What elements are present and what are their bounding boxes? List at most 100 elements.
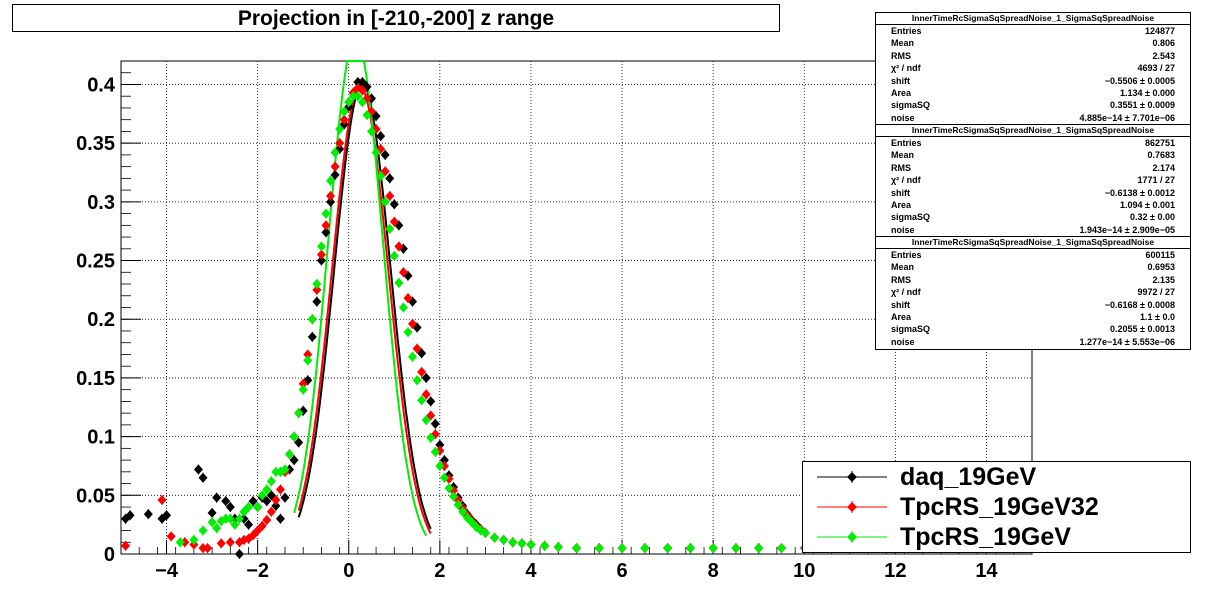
data-point xyxy=(307,314,317,325)
data-point xyxy=(321,220,331,231)
stats-row: sigmaSQ 0.3551 ± 0.0009 xyxy=(876,99,1190,111)
stats-row: Entries 600115 xyxy=(876,249,1190,261)
data-point xyxy=(193,464,203,475)
stats-row-value: −0.6138 ± 0.0012 xyxy=(1104,187,1175,198)
stats-row-name: Area xyxy=(891,87,912,98)
data-point xyxy=(517,538,527,549)
data-point xyxy=(398,267,408,278)
data-point xyxy=(594,543,604,554)
stats-row-value: 862751 xyxy=(1144,138,1175,148)
data-point xyxy=(330,161,340,172)
tick-labels: −4 −2 0 2 4 6 8 10 12 14 0 0.05 0.1 0.15 0.2 0.25 0.3 0.3… xyxy=(76,74,998,582)
stats-row: Mean 0.7683 xyxy=(876,149,1190,161)
data-point xyxy=(663,543,673,554)
x-tick-label: 4 xyxy=(525,560,537,582)
data-point xyxy=(389,216,399,227)
y-tick-label: 0.25 xyxy=(76,251,115,273)
data-point xyxy=(731,543,741,554)
stats-row-name: χ² / ndf xyxy=(891,63,921,74)
data-point xyxy=(640,543,650,554)
data-point xyxy=(776,543,786,554)
data-point xyxy=(175,537,185,548)
data-point xyxy=(266,506,276,517)
data-point xyxy=(326,190,336,201)
data-point xyxy=(389,199,399,210)
y-tick-label: 0.15 xyxy=(76,368,115,390)
data-point xyxy=(326,196,336,207)
data-point xyxy=(362,109,372,120)
data-point xyxy=(453,499,463,510)
y-tick-label: 0.35 xyxy=(76,133,115,155)
stats-row: noise 4.885e−14 ± 7.701e−06 xyxy=(876,112,1190,124)
data-point xyxy=(458,506,468,517)
data-point xyxy=(198,472,208,483)
stats-title: InnerTimeRcSigmaSqSpreadNoise_1_SigmaSqS… xyxy=(876,237,1190,249)
stats-row-value: −0.5506 ± 0.0005 xyxy=(1104,75,1175,86)
legend-marker xyxy=(817,471,887,483)
data-point xyxy=(353,91,363,102)
stats-row: shift −0.5506 ± 0.0005 xyxy=(876,75,1190,87)
data-point xyxy=(312,296,322,307)
stats-row: noise 1.277e−14 ± 5.553e−06 xyxy=(876,336,1190,348)
fit-curve xyxy=(293,60,428,537)
data-point xyxy=(367,126,377,137)
series-daq_19GeV xyxy=(121,77,809,559)
data-point xyxy=(490,532,500,543)
stats-row-value: 1.943e−14 ± 2.909e−05 xyxy=(1079,224,1175,235)
data-point xyxy=(280,464,290,475)
data-point xyxy=(357,85,367,96)
stats-row-value: 1771 / 27 xyxy=(1137,175,1175,186)
data-point xyxy=(376,171,386,182)
stats-row-value: 9972 / 27 xyxy=(1137,287,1175,298)
stats-row: Area 1.134 ± 0.000 xyxy=(876,87,1190,99)
stats-row: Entries 862751 xyxy=(876,137,1190,149)
data-point xyxy=(426,432,436,443)
data-point xyxy=(285,449,295,460)
data-point xyxy=(234,549,244,559)
data-point xyxy=(298,378,308,389)
data-point xyxy=(289,431,299,442)
data-point xyxy=(303,349,313,360)
data-point xyxy=(316,255,326,266)
data-point xyxy=(203,543,213,554)
data-point xyxy=(330,147,340,158)
legend-marker xyxy=(817,531,887,543)
x-tick-label: 10 xyxy=(793,560,815,582)
data-point xyxy=(262,496,272,507)
data-point xyxy=(257,520,267,531)
data-point xyxy=(685,543,695,554)
stats-row-value: 0.806 xyxy=(1152,38,1175,49)
stats-row: Mean 0.806 xyxy=(876,37,1190,49)
stats-row-value: 4693 / 27 xyxy=(1137,63,1175,74)
x-tick-label: 6 xyxy=(616,560,627,582)
data-point xyxy=(412,343,422,354)
stats-row-name: Entries xyxy=(891,138,922,148)
data-point xyxy=(408,318,418,329)
data-point xyxy=(271,466,281,477)
data-point xyxy=(316,249,326,260)
data-point xyxy=(262,514,272,525)
stats-row-value: 0.2055 ± 0.0013 xyxy=(1110,324,1175,335)
y-tick-label: 0 xyxy=(104,544,115,566)
data-point xyxy=(394,241,404,252)
data-point xyxy=(321,227,331,238)
legend-label: daq_19GeV xyxy=(900,463,1037,491)
data-point xyxy=(526,539,536,550)
legend-label: TpcRS_19GeV32 xyxy=(900,493,1099,521)
stats-row-value: 1.134 ± 0.000 xyxy=(1120,87,1175,98)
stats-row-name: shift xyxy=(891,75,910,86)
stats-row-value: 1.277e−14 ± 5.553e−06 xyxy=(1079,336,1175,347)
stats-row-value: 4.885e−14 ± 7.701e−06 xyxy=(1079,112,1175,123)
stats-row-value: 0.6953 xyxy=(1147,262,1175,273)
stats-row-name: noise xyxy=(891,336,915,347)
x-tick-label: −2 xyxy=(246,560,269,582)
data-point xyxy=(617,543,627,554)
legend-entry: TpcRS_19GeV32 xyxy=(803,492,1190,522)
stats-row-name: RMS xyxy=(891,274,911,285)
data-point xyxy=(125,510,135,521)
data-point xyxy=(430,418,440,429)
data-point xyxy=(444,483,454,494)
stats-row: χ² / ndf 4693 / 27 xyxy=(876,62,1190,74)
stats-box: InnerTimeRcSigmaSqSpreadNoise_1_SigmaSqS… xyxy=(875,12,1191,126)
data-point xyxy=(380,149,390,160)
